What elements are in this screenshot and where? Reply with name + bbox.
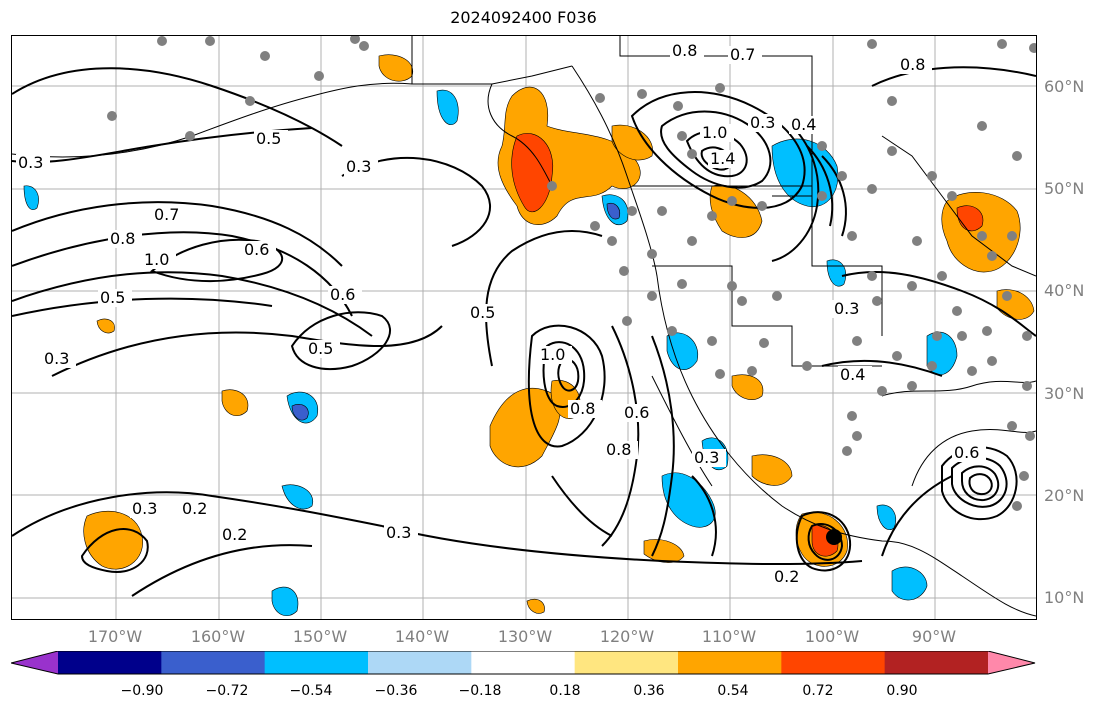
contour-labels: 0.8 0.7 0.8 0.5 0.3 1.0 0.4 1.4 0.3 0.7 … xyxy=(16,41,986,586)
contour-label: 0.3 xyxy=(750,113,775,132)
lat-label: 30°N xyxy=(1044,384,1085,403)
contour-label: 0.8 xyxy=(900,55,925,74)
colorbar-tick: 0.90 xyxy=(886,683,918,699)
cyclone-center-marker xyxy=(826,529,842,545)
contour-label: 0.3 xyxy=(386,523,411,542)
colorbar-segment xyxy=(781,651,886,674)
contour-label: 0.3 xyxy=(694,448,719,467)
lat-label: 20°N xyxy=(1044,486,1085,505)
contour-label: 0.8 xyxy=(570,399,595,418)
colorbar-segment xyxy=(11,651,58,674)
contour-label: 0.3 xyxy=(132,499,157,518)
contour-label: 0.3 xyxy=(18,153,43,172)
colorbar-tick: −0.72 xyxy=(205,683,249,699)
colorbar-segment xyxy=(58,651,162,674)
colorbar-tick: −0.18 xyxy=(458,683,502,699)
colorbar-tick: −0.36 xyxy=(374,683,418,699)
contour-label: 0.5 xyxy=(308,339,333,358)
lon-label: 100°W xyxy=(804,627,860,646)
map-panel[interactable]: 0.8 0.7 0.8 0.5 0.3 1.0 0.4 1.4 0.3 0.7 … xyxy=(11,35,1037,620)
colorbar-segment xyxy=(574,651,679,674)
contour-label: 1.0 xyxy=(702,123,727,142)
contour-label: 0.3 xyxy=(346,157,371,176)
contour-label: 0.2 xyxy=(774,567,799,586)
colorbar-segment xyxy=(471,651,576,674)
colorbar-segment xyxy=(678,651,782,674)
lon-label: 150°W xyxy=(292,627,348,646)
contour-label: 0.2 xyxy=(222,525,247,544)
contour-label: 0.3 xyxy=(834,299,859,318)
lon-label: 170°W xyxy=(87,627,143,646)
contour-label: 0.7 xyxy=(730,45,755,64)
colorbar-tick: −0.90 xyxy=(120,683,164,699)
contour-label: 0.5 xyxy=(470,303,495,322)
contour-label: 1.0 xyxy=(540,345,565,364)
contours xyxy=(12,66,1036,597)
station-markers xyxy=(107,36,1036,511)
contour-label: 1.4 xyxy=(710,149,735,168)
contour-label: 0.5 xyxy=(256,129,281,148)
contour-label: 0.8 xyxy=(606,440,631,459)
contour-label: 0.4 xyxy=(791,115,816,134)
colorbar-segment xyxy=(368,651,472,674)
contour-label: 0.3 xyxy=(44,349,69,368)
colorbar-tick: −0.54 xyxy=(289,683,333,699)
colorbar-tick: 0.36 xyxy=(633,683,665,699)
lat-label: 10°N xyxy=(1044,588,1085,607)
colorbar-segment xyxy=(264,651,369,674)
colorbar-tick: 0.18 xyxy=(549,683,581,699)
colorbar-segment xyxy=(884,651,989,674)
contour-label: 0.5 xyxy=(100,288,125,307)
map-title: 2024092400 F036 xyxy=(450,8,597,27)
contour-label: 0.8 xyxy=(672,41,697,60)
map-canvas: 0.8 0.7 0.8 0.5 0.3 1.0 0.4 1.4 0.3 0.7 … xyxy=(12,36,1036,619)
lat-label: 40°N xyxy=(1044,281,1085,300)
contour-label: 0.7 xyxy=(154,205,179,224)
lon-label: 120°W xyxy=(599,627,655,646)
contour-label: 0.6 xyxy=(624,403,649,422)
colorbar-segments xyxy=(11,651,1035,674)
lat-label: 50°N xyxy=(1044,179,1085,198)
colorbar xyxy=(11,651,1036,675)
lon-label: 90°W xyxy=(911,627,957,646)
contour-label: 0.4 xyxy=(840,365,865,384)
contour-label: 1.0 xyxy=(144,250,169,269)
contour-label: 0.6 xyxy=(244,240,269,259)
contour-label: 0.8 xyxy=(110,229,135,248)
contour-label: 0.2 xyxy=(182,499,207,518)
colorbar-segment xyxy=(988,651,1035,674)
lon-label: 130°W xyxy=(497,627,553,646)
lat-label: 60°N xyxy=(1044,77,1085,96)
lon-label: 160°W xyxy=(190,627,246,646)
contour-label: 0.6 xyxy=(954,443,979,462)
lon-label: 110°W xyxy=(701,627,757,646)
contour-label: 0.6 xyxy=(330,285,355,304)
colorbar-segment xyxy=(161,651,266,674)
lon-label: 140°W xyxy=(394,627,450,646)
colorbar-tick: 0.54 xyxy=(717,683,749,699)
colorbar-tick: 0.72 xyxy=(802,683,834,699)
